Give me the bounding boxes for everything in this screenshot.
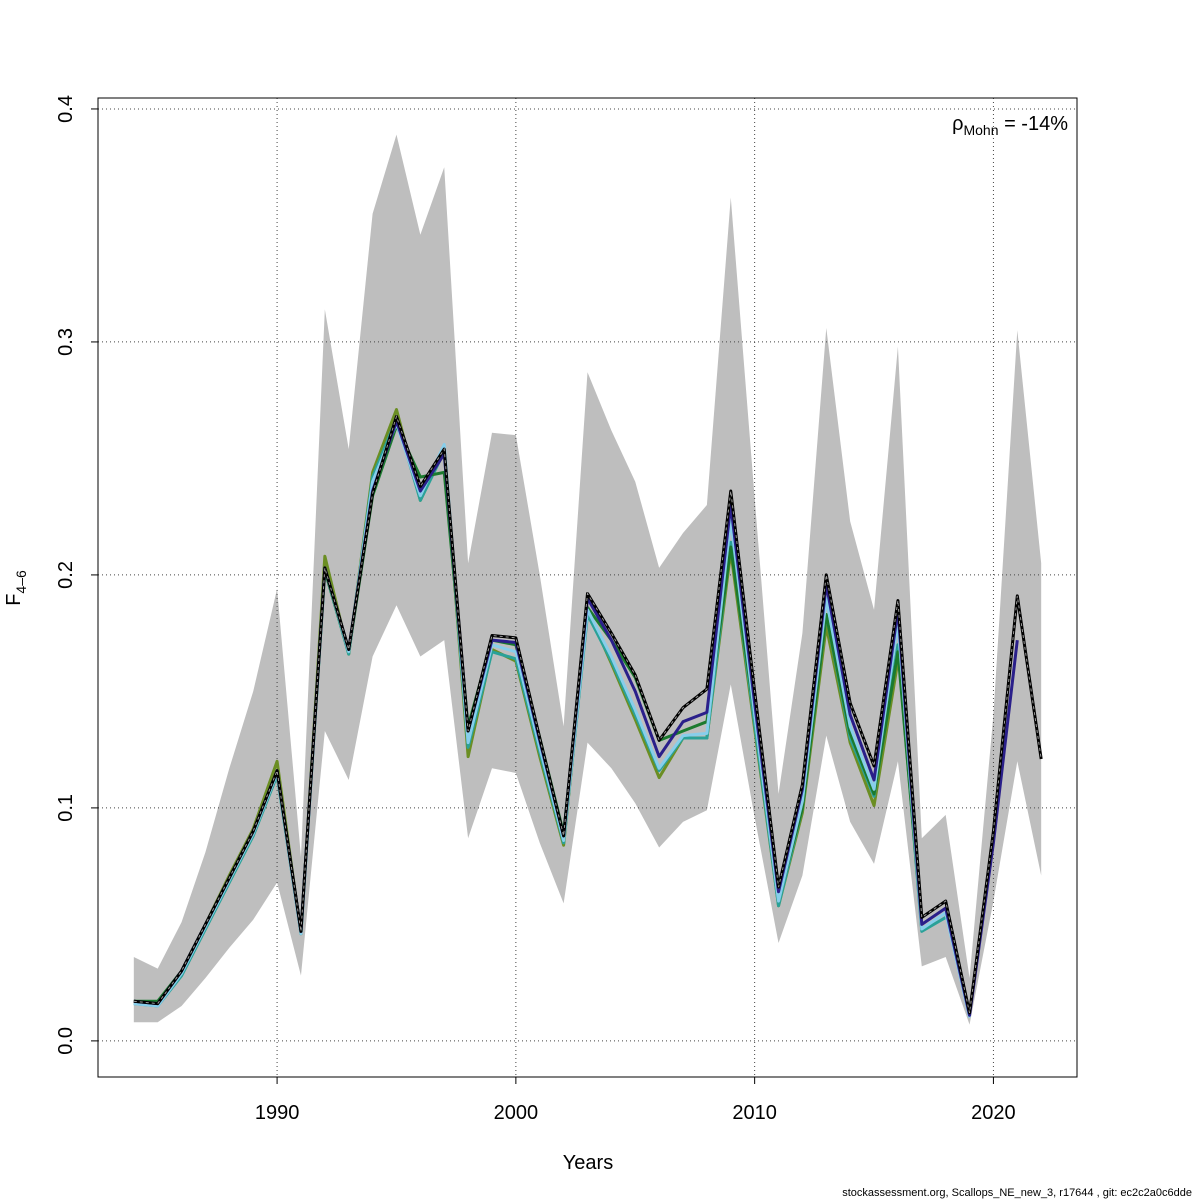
annotation: ρMohn = -14%	[952, 113, 1068, 138]
y-label-subscript: 4–6	[13, 570, 29, 594]
x-axis-label: Years	[563, 1152, 613, 1174]
confidence-band	[133, 134, 1042, 1025]
annotation-text: = -14%	[999, 113, 1069, 135]
plot-frame	[97, 97, 1078, 1078]
y-axis-label: F4–6	[3, 570, 29, 606]
x-tick-label: 2010	[732, 1102, 777, 1124]
x-tick-label: 1990	[255, 1102, 300, 1124]
y-tick-label: 0.4	[55, 95, 77, 123]
annotation-symbol: ρ	[952, 113, 963, 135]
y-label-main: F	[3, 594, 25, 606]
y-tick-label: 0.1	[55, 794, 77, 822]
x-tick-label: 2000	[494, 1102, 539, 1124]
x-tick-label: 2020	[971, 1102, 1016, 1124]
y-tick-label: 0.3	[55, 328, 77, 356]
y-tick-label: 0.2	[55, 561, 77, 589]
series-line-dash	[133, 414, 1042, 1014]
y-tick-label: 0.0	[55, 1027, 77, 1055]
annotation-subscript: Mohn	[963, 122, 998, 138]
footer: stockassessment.org, Scallops_NE_new_3, …	[842, 1187, 1192, 1199]
plot-area	[98, 98, 1077, 1077]
